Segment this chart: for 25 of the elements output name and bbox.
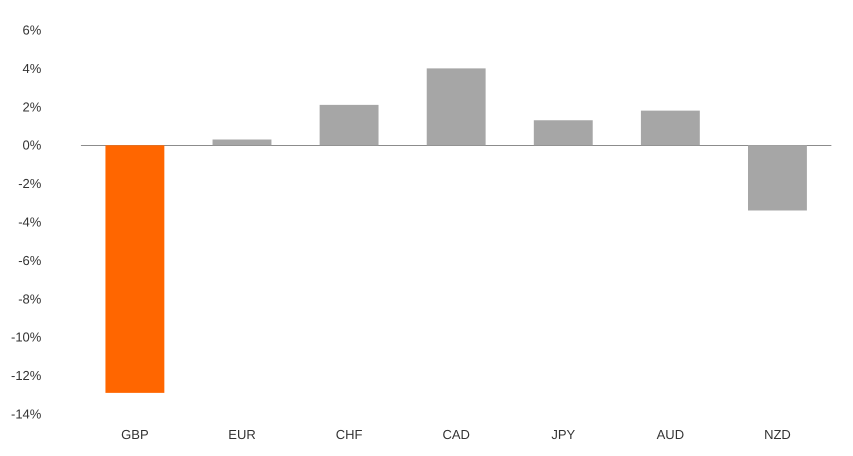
bar: [105, 145, 164, 393]
x-tick-label: CAD: [442, 427, 470, 442]
y-tick-label: -10%: [10, 330, 42, 345]
y-tick-label: -2%: [18, 176, 42, 192]
bar: [212, 139, 272, 146]
y-tick-label: -6%: [18, 252, 42, 268]
y-tick-label: 4%: [22, 60, 42, 76]
bar: [426, 68, 486, 146]
y-tick-label: 6%: [22, 22, 42, 38]
bar: [320, 104, 379, 146]
x-tick-label: EUR: [228, 427, 256, 442]
y-tick-label: 0%: [22, 138, 42, 153]
bar: [748, 145, 807, 210]
x-tick-label: CHF: [336, 427, 362, 442]
y-tick-label: 2%: [22, 99, 42, 114]
x-tick-label: JPY: [551, 427, 576, 442]
y-tick-label: -12%: [10, 368, 42, 384]
x-tick-label: NZD: [764, 427, 791, 442]
y-tick-label: -8%: [18, 291, 42, 306]
y-tick-label: -14%: [10, 406, 42, 422]
x-tick-label: GBP: [121, 427, 149, 442]
x-tick-label: AUD: [656, 427, 684, 442]
bar: [534, 120, 593, 146]
bar: [640, 110, 700, 146]
y-tick-label: -4%: [18, 214, 42, 230]
